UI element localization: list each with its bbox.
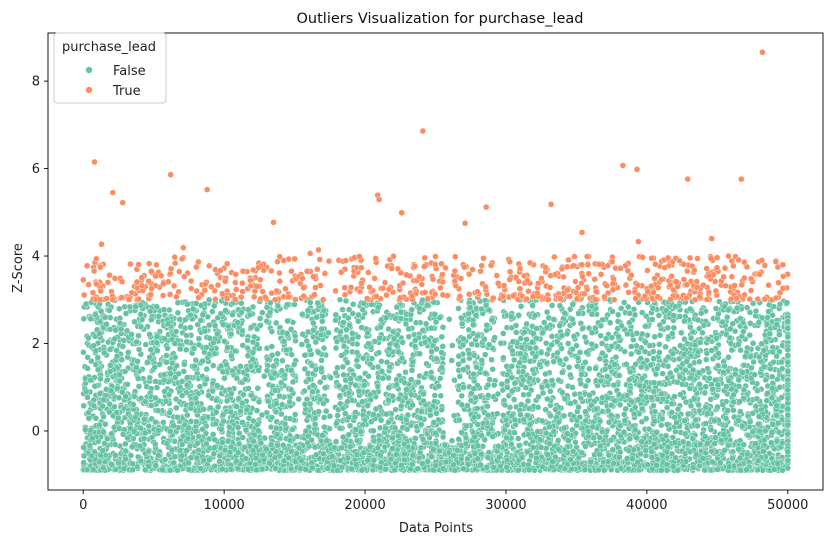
point-false [83, 388, 90, 395]
point-false [656, 349, 663, 356]
point-false [542, 406, 549, 413]
point-false [730, 407, 737, 414]
point-false [340, 371, 347, 379]
point-false [121, 303, 128, 310]
point-false [261, 373, 268, 380]
point-false [210, 362, 217, 369]
series-false-points [80, 296, 791, 474]
point-false [750, 358, 757, 366]
point-false [80, 349, 87, 356]
point-false [173, 404, 180, 412]
point-false [174, 299, 182, 306]
point-false [332, 344, 340, 352]
point-false [592, 365, 599, 372]
point-false [412, 319, 420, 326]
point-false [153, 384, 161, 391]
point-false [482, 351, 489, 358]
point-false [342, 297, 350, 305]
point-false [597, 332, 604, 339]
point-false [353, 349, 361, 356]
point-false [598, 340, 606, 347]
point-false [416, 454, 423, 461]
point-false [586, 365, 593, 372]
point-false [385, 374, 392, 382]
point-false [320, 344, 328, 352]
point-false [694, 316, 701, 324]
point-false [147, 346, 155, 353]
point-false [755, 420, 762, 428]
point-false [458, 392, 465, 400]
point-false [402, 369, 409, 376]
point-false [582, 359, 589, 366]
point-false [292, 411, 299, 418]
point-false [737, 347, 744, 354]
point-false [334, 364, 341, 371]
point-false [385, 325, 392, 333]
point-false [332, 317, 339, 324]
point-false [92, 415, 100, 422]
point-false [437, 375, 444, 382]
point-false [455, 436, 462, 443]
point-false [350, 301, 357, 308]
point-false [548, 333, 556, 340]
point-false [231, 347, 239, 355]
point-false [778, 358, 785, 366]
point-false [644, 332, 651, 339]
point-false [746, 309, 754, 316]
point-false [250, 333, 258, 340]
point-false [187, 418, 195, 425]
points-layer [80, 49, 791, 474]
point-false [455, 305, 462, 312]
point-false [652, 370, 660, 378]
point-false [511, 356, 518, 364]
chart-title: Outliers Visualization for purchase_lead [297, 11, 584, 27]
point-false [500, 354, 507, 361]
point-false [606, 319, 614, 326]
point-false [543, 308, 551, 316]
point-false [295, 395, 302, 403]
point-false [80, 402, 87, 409]
point-false [497, 340, 504, 347]
point-false [174, 309, 182, 317]
point-false [80, 315, 88, 322]
point-false [412, 435, 419, 442]
point-false [84, 354, 91, 361]
point-false [451, 377, 458, 384]
point-false [449, 342, 456, 349]
point-false [88, 357, 95, 365]
point-false [437, 392, 444, 399]
point-false [465, 326, 472, 334]
point-false [446, 316, 453, 323]
point-false [339, 306, 346, 313]
point-false [489, 366, 496, 373]
point-false [656, 341, 663, 348]
point-false [743, 304, 751, 311]
